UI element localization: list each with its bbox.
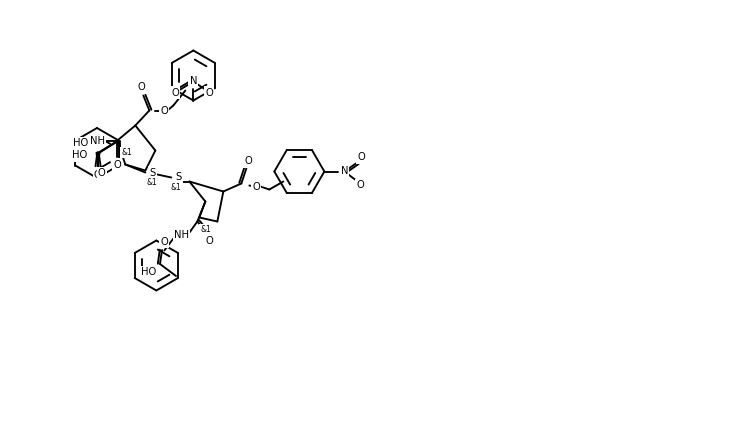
Text: NH: NH — [90, 136, 105, 146]
Text: O: O — [94, 169, 102, 180]
Text: S: S — [175, 172, 182, 182]
Text: O: O — [171, 88, 179, 98]
Text: N: N — [340, 166, 348, 177]
Text: O: O — [356, 181, 365, 191]
Text: &1: &1 — [201, 225, 211, 234]
Text: HO: HO — [72, 150, 88, 161]
Text: HO: HO — [73, 139, 89, 149]
Text: S: S — [149, 168, 155, 178]
Text: O: O — [138, 83, 145, 92]
Text: O: O — [206, 88, 213, 98]
Text: O: O — [357, 152, 365, 162]
Text: O: O — [160, 105, 168, 115]
Text: O: O — [244, 156, 253, 166]
Text: O: O — [253, 181, 260, 191]
Text: HO: HO — [141, 267, 156, 277]
Text: O: O — [113, 159, 122, 169]
Text: O: O — [98, 168, 105, 178]
Text: O: O — [206, 236, 213, 247]
Text: O: O — [160, 237, 168, 247]
Text: &1: &1 — [171, 183, 182, 192]
Text: NH: NH — [173, 231, 189, 241]
Text: &1: &1 — [122, 148, 132, 157]
Text: N: N — [190, 76, 197, 86]
Text: &1: &1 — [147, 178, 157, 187]
